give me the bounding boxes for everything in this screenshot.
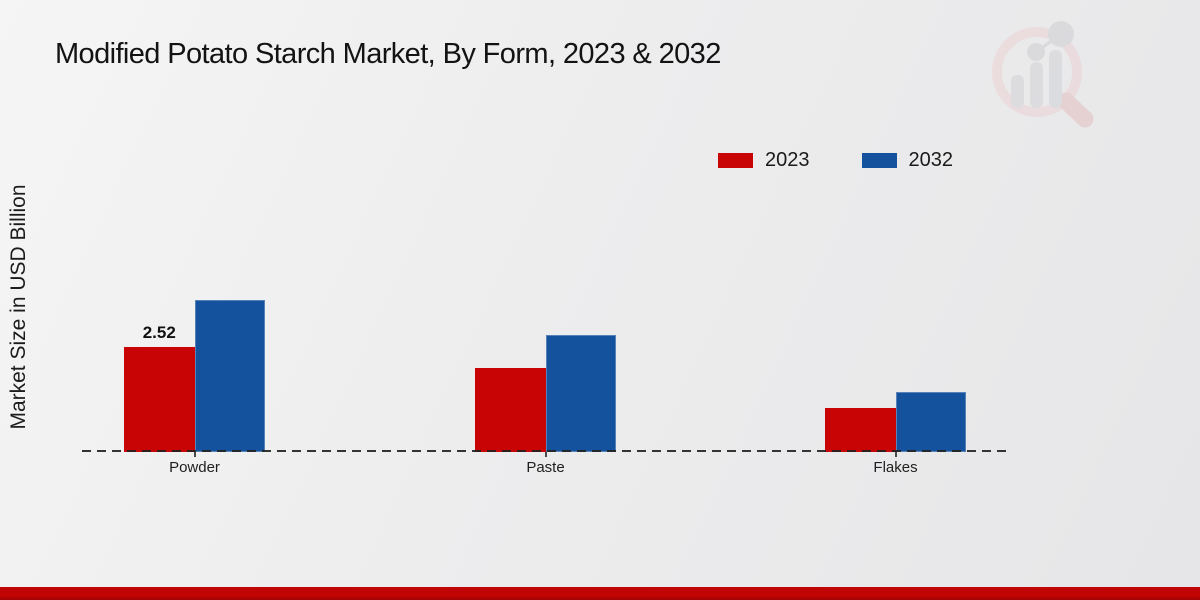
legend-label-2032: 2032 bbox=[908, 149, 954, 171]
data-label-2023-powder: 2.52 bbox=[142, 323, 176, 342]
legend-label-2023: 2023 bbox=[765, 149, 810, 171]
x-category-label-powder: Powder bbox=[169, 459, 220, 476]
x-tick-paste bbox=[544, 452, 547, 457]
footer-accent-bar bbox=[0, 587, 1200, 600]
bar-2032-paste bbox=[545, 335, 616, 452]
legend-swatch-2023 bbox=[718, 153, 753, 168]
bar-2032-flakes bbox=[895, 392, 966, 452]
x-tick-powder bbox=[193, 452, 196, 457]
bar-2023-paste bbox=[475, 368, 546, 452]
legend-swatch-2032 bbox=[861, 153, 897, 168]
bar-2032-powder bbox=[194, 300, 265, 452]
x-axis-baseline bbox=[82, 450, 1007, 452]
legend: 2023 2032 bbox=[718, 149, 953, 172]
market-research-future-logo-icon bbox=[992, 21, 1094, 128]
bar-2023-powder bbox=[124, 347, 195, 452]
legend-item-2023: 2023 bbox=[718, 149, 810, 172]
legend-item-2032: 2032 bbox=[861, 149, 954, 172]
x-category-label-paste: Paste bbox=[526, 459, 565, 476]
bar-2023-flakes bbox=[825, 408, 896, 452]
x-tick-flakes bbox=[894, 452, 897, 457]
chart-title: Modified Potato Starch Market, By Form, … bbox=[55, 38, 721, 70]
x-category-label-flakes: Flakes bbox=[873, 459, 918, 476]
